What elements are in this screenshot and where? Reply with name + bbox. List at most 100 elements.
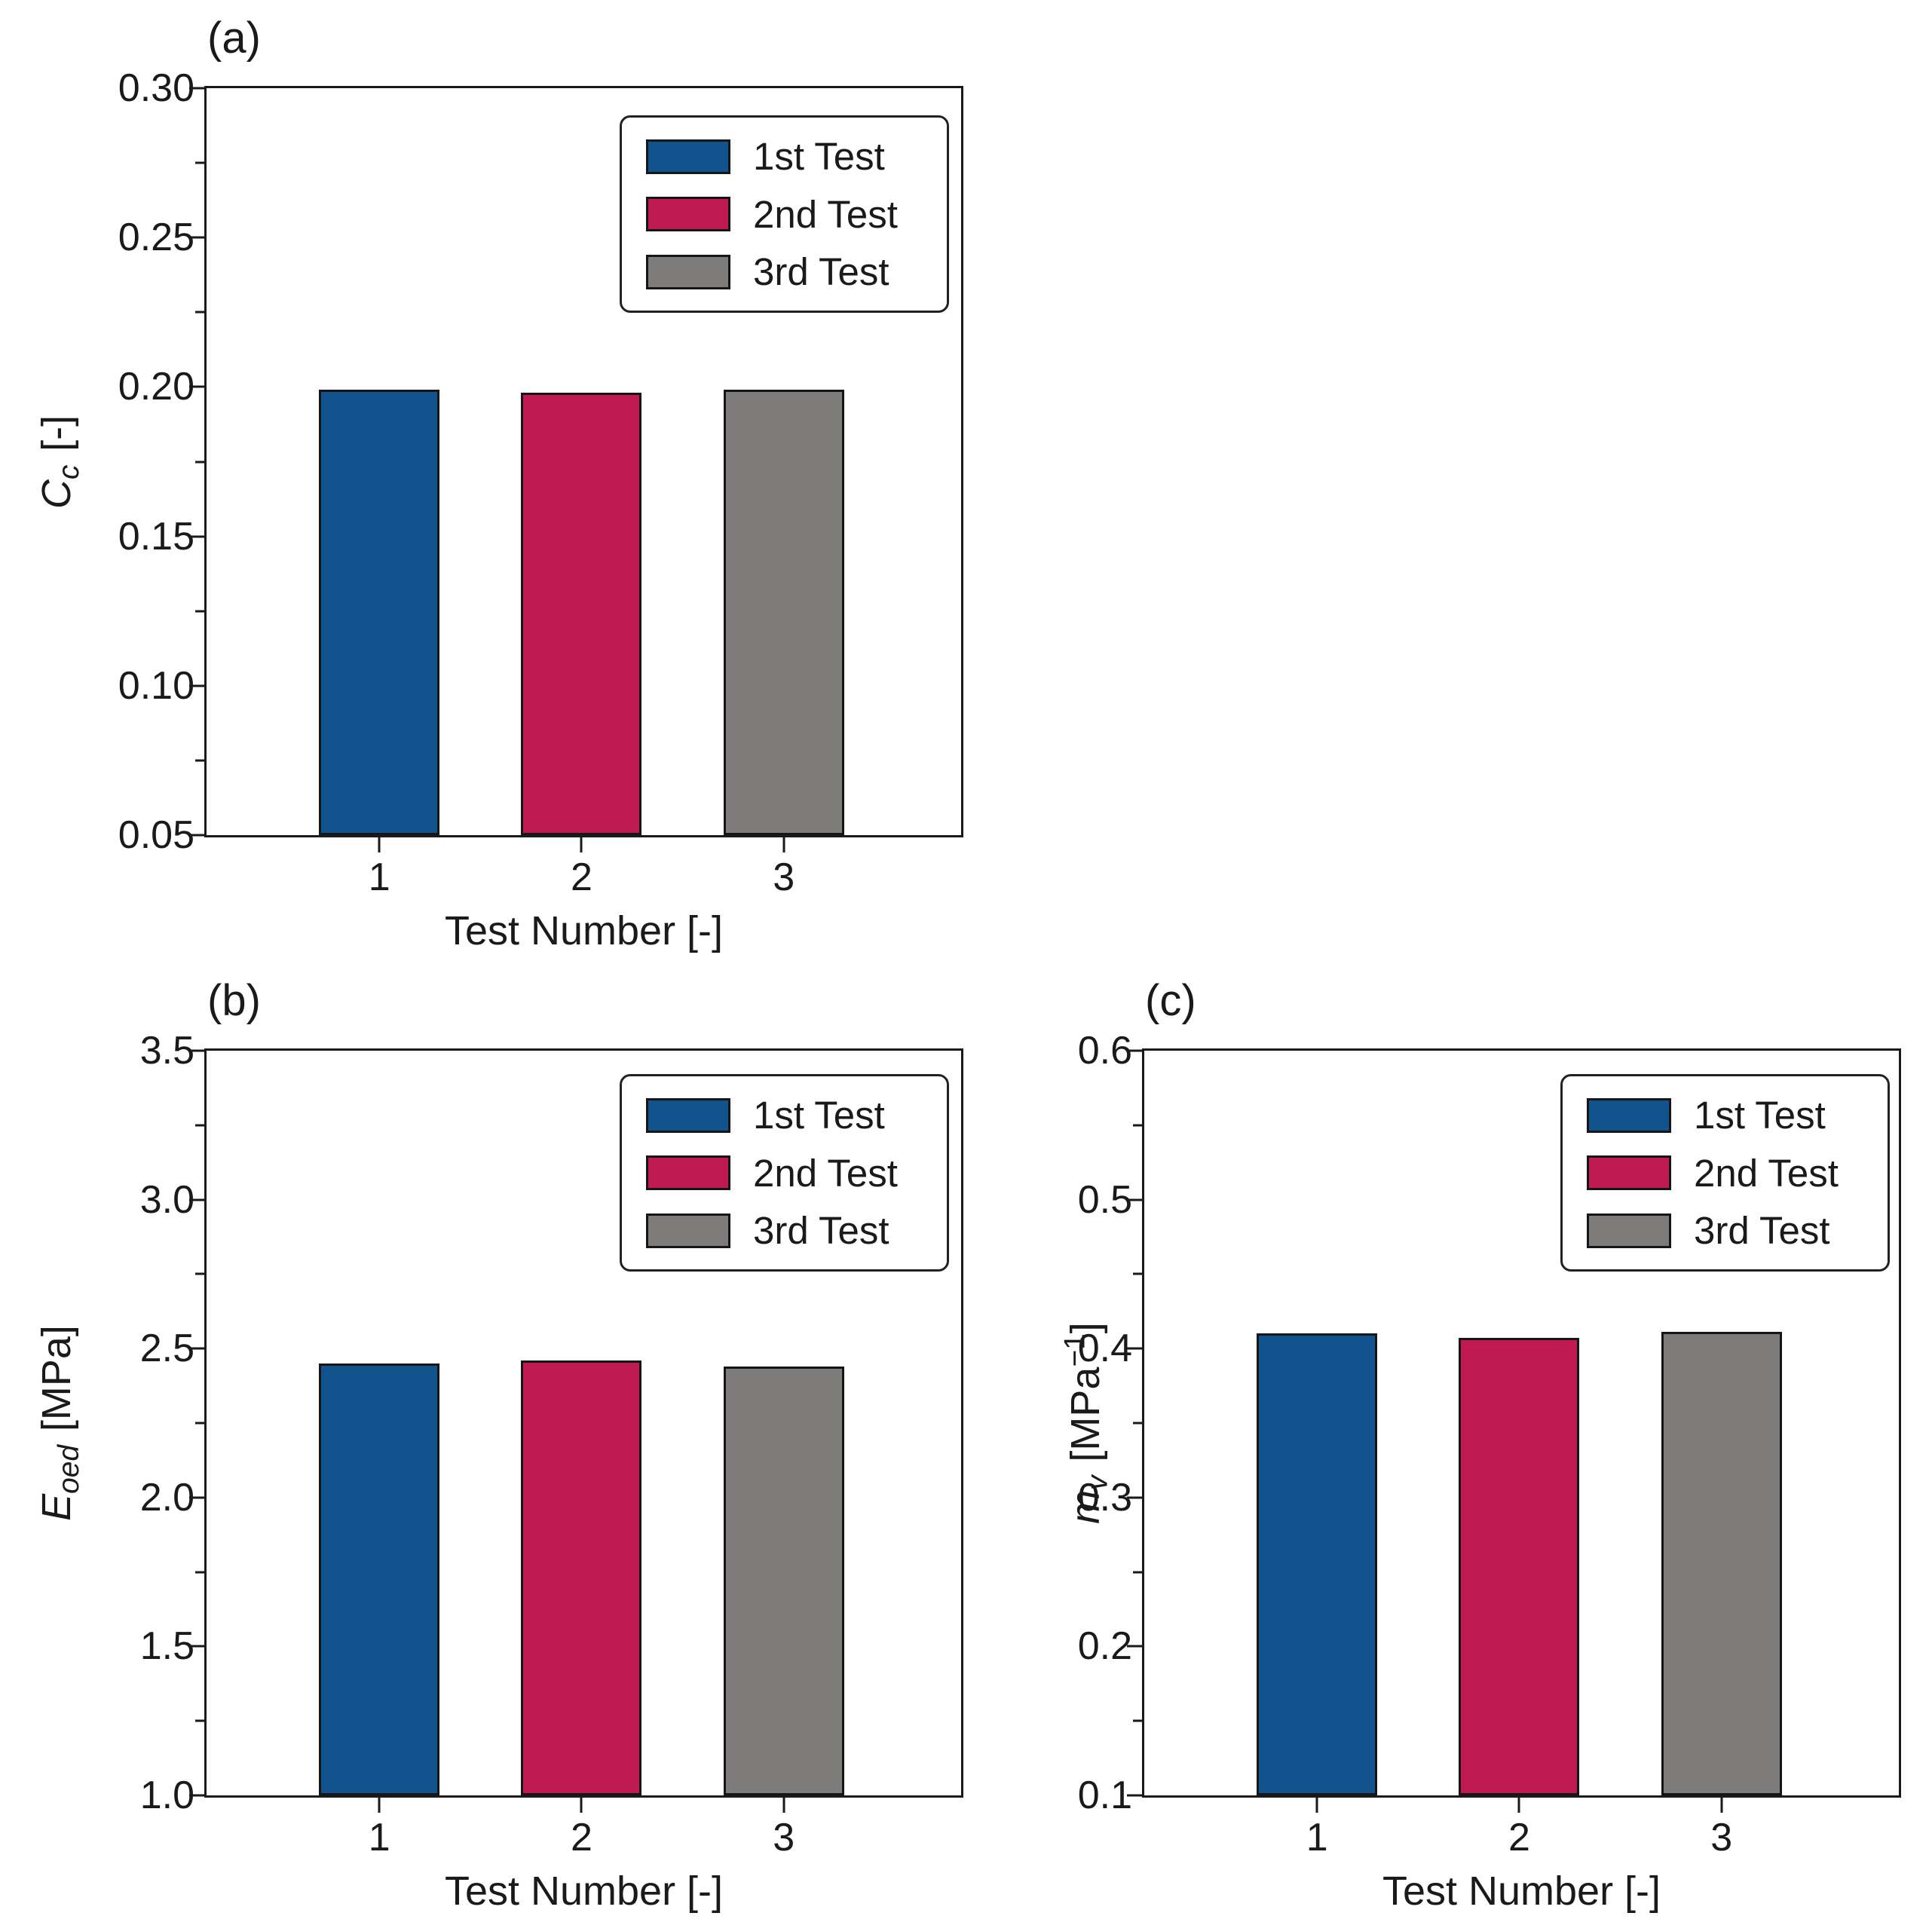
y-axis-title-text: Cc [-] xyxy=(34,415,85,509)
bar-1st-test xyxy=(319,390,440,835)
panel-label-c: (c) xyxy=(1145,976,1196,1025)
legend-swatch-2nd-test xyxy=(646,197,730,231)
y-axis-title-b: Eoed [MPa] xyxy=(15,1048,98,1798)
legend-label: 2nd Test xyxy=(1694,1151,1839,1195)
bar-3rd-test xyxy=(723,390,844,835)
y-minor-tick xyxy=(1133,1124,1142,1127)
y-major-tick xyxy=(189,684,204,687)
x-tick xyxy=(782,837,785,852)
y-minor-tick xyxy=(1133,1719,1142,1722)
x-tick-label: 1 xyxy=(368,1816,390,1859)
bar-3rd-test xyxy=(1661,1332,1782,1795)
y-minor-tick xyxy=(195,1719,204,1722)
y-symbol: C xyxy=(34,479,79,509)
legend: 1st Test 2nd Test 3rd Test xyxy=(620,1074,949,1272)
legend: 1st Test 2nd Test 3rd Test xyxy=(1560,1074,1890,1272)
legend-item: 2nd Test xyxy=(1587,1154,1865,1192)
x-tick xyxy=(580,837,583,852)
y-major-tick xyxy=(189,236,204,239)
x-tick xyxy=(378,837,381,852)
x-tick-label: 2 xyxy=(571,855,592,899)
x-tick-label: 3 xyxy=(773,855,795,899)
legend-item: 1st Test xyxy=(1587,1096,1865,1134)
y-minor-tick xyxy=(195,1272,204,1275)
y-tick-label: 3.0 xyxy=(139,1177,194,1222)
panel-label-b: (b) xyxy=(207,976,261,1025)
bar-2nd-test xyxy=(521,1360,642,1795)
y-tick-label: 0.05 xyxy=(118,813,194,857)
legend-item: 3rd Test xyxy=(1587,1211,1865,1250)
x-tick xyxy=(1517,1798,1520,1813)
y-unit: [MPa] xyxy=(34,1325,79,1431)
plot-area-a: 0.30 0.25 0.20 0.15 0.10 0.05 1 2 3 Test… xyxy=(118,69,963,951)
x-tick-label: 1 xyxy=(368,855,390,899)
y-tick-label: 0.2 xyxy=(1077,1624,1132,1669)
legend-swatch-3rd-test xyxy=(646,254,730,289)
y-tick-label: 0.20 xyxy=(118,365,194,409)
legend-label: 3rd Test xyxy=(1694,1209,1830,1252)
legend-label: 1st Test xyxy=(1694,1094,1826,1137)
legend-swatch-3rd-test xyxy=(1587,1213,1671,1248)
y-major-tick xyxy=(1127,1794,1142,1797)
y-unit-prefix: [MPa xyxy=(1063,1367,1108,1462)
legend-item: 2nd Test xyxy=(646,195,924,234)
y-major-tick xyxy=(1127,1347,1142,1350)
y-tick-label: 0.5 xyxy=(1077,1177,1132,1222)
y-minor-tick xyxy=(195,1571,204,1574)
y-minor-tick xyxy=(1133,1422,1142,1425)
y-major-tick xyxy=(1127,1049,1142,1052)
y-tick-label: 0.10 xyxy=(118,663,194,708)
y-major-tick xyxy=(189,1794,204,1797)
bar-3rd-test xyxy=(723,1366,844,1795)
y-minor-tick xyxy=(195,759,204,762)
legend-item: 3rd Test xyxy=(646,1211,924,1250)
legend-swatch-2nd-test xyxy=(646,1155,730,1190)
y-major-tick xyxy=(1127,1496,1142,1499)
y-symbol-subscript: c xyxy=(52,464,85,479)
legend-item: 1st Test xyxy=(646,1096,924,1134)
y-minor-tick xyxy=(195,311,204,314)
y-major-tick xyxy=(189,535,204,538)
plot-area-b: 3.5 3.0 2.5 2.0 1.5 1.0 1 2 3 Test Numbe… xyxy=(140,1031,963,1911)
y-tick-label: 1.0 xyxy=(139,1774,194,1817)
y-minor-tick xyxy=(195,610,204,613)
legend-label: 1st Test xyxy=(753,1094,885,1137)
x-tick xyxy=(378,1798,381,1813)
x-tick-label: 1 xyxy=(1306,1816,1328,1859)
bar-1st-test xyxy=(1257,1333,1378,1795)
y-major-tick xyxy=(189,1198,204,1201)
y-minor-tick xyxy=(1133,1571,1142,1574)
y-symbol-subscript: oed xyxy=(52,1444,85,1494)
legend-label: 2nd Test xyxy=(753,1151,898,1195)
x-tick xyxy=(782,1798,785,1813)
legend-item: 3rd Test xyxy=(646,252,924,291)
legend-item: 1st Test xyxy=(646,137,924,176)
x-tick xyxy=(1315,1798,1318,1813)
y-unit-prefix: [-] xyxy=(34,415,79,451)
y-unit: [-] xyxy=(34,415,79,451)
legend-swatch-1st-test xyxy=(646,1097,730,1133)
legend-swatch-3rd-test xyxy=(646,1213,730,1248)
y-tick-label: 2.5 xyxy=(139,1327,194,1371)
panel-label-a: (a) xyxy=(207,14,261,63)
x-tick-label: 3 xyxy=(1710,1816,1733,1859)
x-axis-title: Test Number [-] xyxy=(1382,1868,1661,1914)
legend-label: 1st Test xyxy=(753,135,885,178)
y-major-tick xyxy=(189,1496,204,1499)
legend-swatch-1st-test xyxy=(646,139,730,174)
y-unit-prefix: [MPa] xyxy=(34,1325,80,1432)
legend-swatch-2nd-test xyxy=(1587,1155,1671,1190)
bar-2nd-test xyxy=(521,393,642,835)
y-major-tick xyxy=(1127,1645,1142,1648)
y-major-tick xyxy=(189,1347,204,1350)
x-tick-label: 2 xyxy=(571,1816,592,1859)
y-tick-label: 0.30 xyxy=(118,66,194,110)
y-tick-label: 0.4 xyxy=(1077,1327,1132,1371)
legend-item: 2nd Test xyxy=(646,1154,924,1192)
x-tick xyxy=(580,1798,583,1813)
y-tick-label: 0.3 xyxy=(1077,1475,1132,1520)
y-major-tick xyxy=(189,87,204,90)
x-tick-label: 2 xyxy=(1508,1816,1530,1859)
bar-2nd-test xyxy=(1459,1338,1580,1795)
